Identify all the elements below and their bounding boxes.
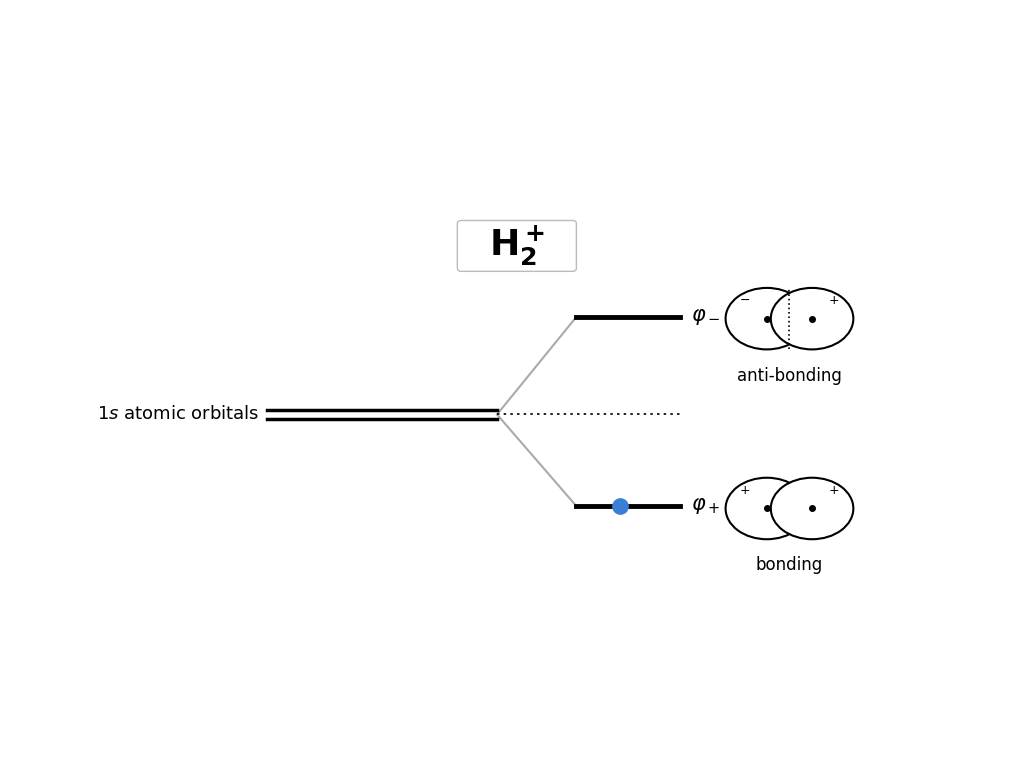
FancyBboxPatch shape <box>458 220 577 271</box>
Text: $1s$ atomic orbitals: $1s$ atomic orbitals <box>96 406 259 423</box>
Circle shape <box>726 288 808 349</box>
Text: $\varphi_-$: $\varphi_-$ <box>691 307 721 327</box>
Text: anti-bonding: anti-bonding <box>737 367 842 385</box>
Circle shape <box>771 478 853 539</box>
Text: −: − <box>740 294 751 307</box>
Circle shape <box>771 288 853 349</box>
Text: $\varphi_+$: $\varphi_+$ <box>691 496 721 516</box>
Circle shape <box>726 478 808 539</box>
Text: $\mathbf{H_2^+}$: $\mathbf{H_2^+}$ <box>488 223 545 268</box>
Text: +: + <box>828 294 839 307</box>
Text: +: + <box>740 484 751 497</box>
Text: bonding: bonding <box>756 556 823 574</box>
Text: +: + <box>828 484 839 497</box>
